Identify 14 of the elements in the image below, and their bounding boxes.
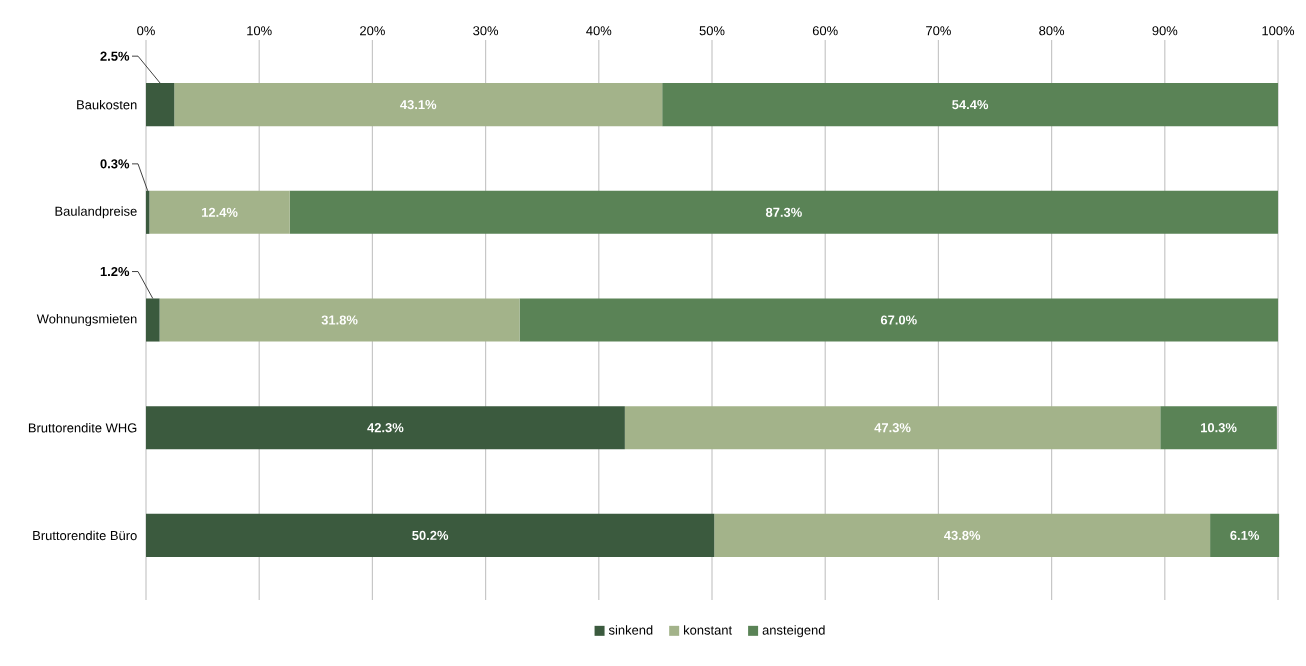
bar (662, 83, 1279, 127)
bar (519, 298, 1279, 342)
bar (624, 406, 1161, 450)
bar (1160, 406, 1277, 450)
bar (146, 298, 160, 342)
bar (289, 190, 1279, 234)
bar (146, 406, 625, 450)
bar (146, 83, 175, 127)
bar (714, 513, 1211, 557)
bar (146, 513, 715, 557)
bar (159, 298, 520, 342)
bar (1210, 513, 1280, 557)
bar (174, 83, 663, 127)
bar (149, 190, 290, 234)
